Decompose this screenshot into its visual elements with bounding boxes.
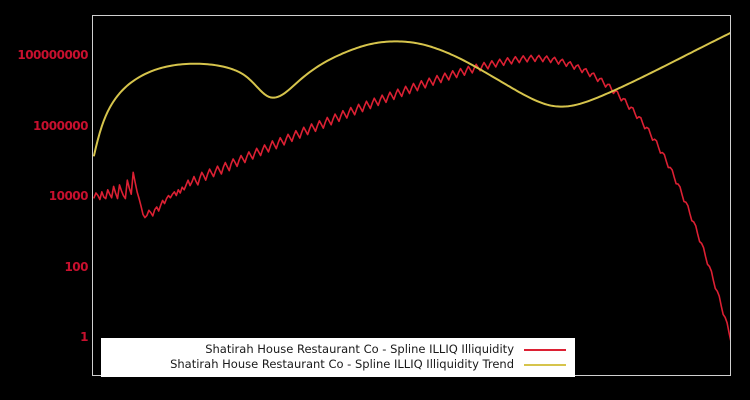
legend-item-label: Shatirah House Restaurant Co - Spline IL… (170, 357, 514, 371)
plot-svg (93, 32, 730, 341)
y-axis-tick-label: 100000000 (17, 48, 88, 62)
y-axis: 100000000 1000000 10000 100 1 (0, 0, 88, 400)
legend-item[interactable]: Shatirah House Restaurant Co - Spline IL… (108, 357, 568, 372)
y-axis-tick-label: 1000000 (33, 118, 88, 133)
series-line-illiquidity (93, 54, 730, 341)
y-axis-tick-label: 1 (80, 330, 88, 344)
plot-area (92, 15, 731, 376)
legend-item[interactable]: Shatirah House Restaurant Co - Spline IL… (108, 342, 568, 357)
y-axis-tick-label: 100 (64, 259, 88, 274)
y-axis-tick-label: 10000 (48, 189, 89, 203)
legend-color-swatch (524, 348, 566, 351)
series-line-trend (93, 32, 730, 157)
chart-legend: Shatirah House Restaurant Co - Spline IL… (101, 338, 575, 377)
legend-item-label: Shatirah House Restaurant Co - Spline IL… (205, 342, 514, 356)
legend-color-swatch (524, 363, 566, 366)
